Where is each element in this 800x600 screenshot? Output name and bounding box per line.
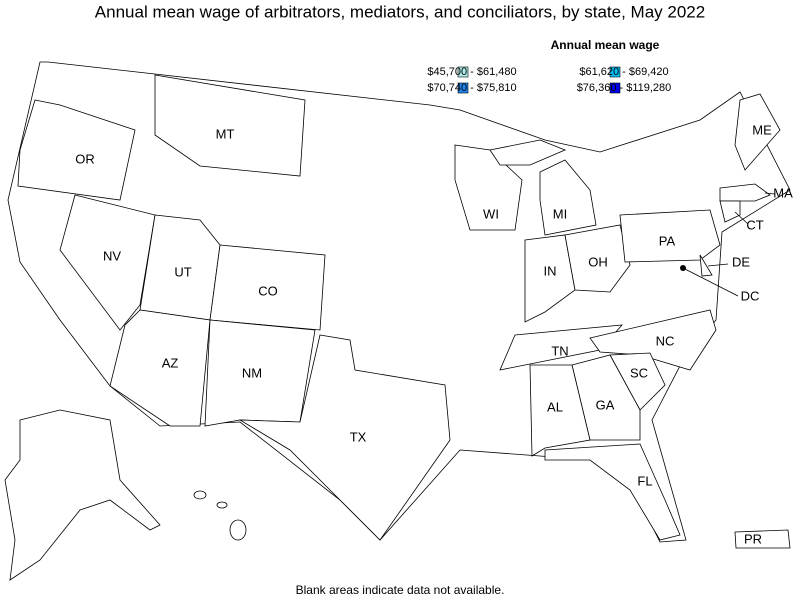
- state-label: IN: [544, 263, 557, 278]
- state: [524, 234, 576, 323]
- state-label: ME: [752, 122, 772, 137]
- state-label: PR: [744, 531, 762, 546]
- state: [719, 200, 741, 223]
- state-label: DE: [732, 254, 750, 269]
- state-label: TX: [350, 429, 367, 444]
- state-label: CO: [258, 283, 278, 298]
- leader-line: [682, 267, 739, 297]
- state-label: AL: [547, 399, 563, 414]
- hawaii: [216, 501, 228, 509]
- leader-line: [707, 263, 729, 267]
- states: [17, 74, 791, 549]
- state-labels: OR MT WI MI NV UT CO AZ NM TX IN OH PA T…: [75, 122, 793, 546]
- state-label: MT: [216, 126, 235, 141]
- state: [619, 209, 721, 263]
- state: [734, 529, 791, 549]
- state-label: UT: [174, 264, 191, 279]
- footnote: Blank areas indicate data not available.: [296, 583, 505, 597]
- hawaii: [193, 490, 207, 500]
- state-label: OH: [588, 254, 608, 269]
- state: [719, 183, 771, 202]
- state-label: OR: [75, 151, 95, 166]
- state: [699, 254, 713, 277]
- state-label: SC: [630, 365, 648, 380]
- hawaii: [229, 519, 247, 541]
- state-label: FL: [637, 473, 652, 488]
- state: [109, 309, 211, 427]
- leader-line: [764, 192, 776, 195]
- state-label: NM: [242, 365, 262, 380]
- legend-title: Annual mean wage: [551, 38, 660, 52]
- state: [544, 443, 681, 541]
- state: [489, 139, 597, 236]
- state-label: DC: [741, 288, 760, 303]
- state: [589, 309, 717, 371]
- state-label: WI: [483, 206, 499, 221]
- legend-swatch: [457, 82, 469, 94]
- state-label: GA: [596, 397, 615, 412]
- leaders: [682, 192, 776, 297]
- state: [17, 99, 136, 201]
- state: [564, 224, 631, 293]
- legend-swatch: [609, 82, 621, 94]
- state-label: NV: [103, 248, 121, 263]
- state-label: MI: [553, 206, 567, 221]
- state: [238, 334, 451, 541]
- state-label: MA: [773, 185, 793, 200]
- state-label: PA: [659, 233, 676, 248]
- legend-swatch: [457, 66, 469, 78]
- legend-label: $76,360 - $119,280: [577, 82, 672, 94]
- legend-label: $45,700 - $61,480: [427, 66, 516, 78]
- alaska: [4, 409, 161, 581]
- state: [59, 194, 156, 331]
- legend-label: $61,620 - $69,420: [579, 66, 668, 78]
- leader-line: [734, 211, 749, 225]
- legend-label: $70,740 - $75,810: [427, 82, 516, 94]
- title: Annual mean wage of arbitrators, mediato…: [95, 2, 705, 21]
- legend-swatch: [609, 66, 621, 78]
- state-label: NC: [656, 333, 675, 348]
- state-label: TN: [551, 343, 568, 358]
- state: [529, 364, 591, 457]
- state: [209, 244, 326, 331]
- state: [154, 74, 306, 177]
- state: [734, 93, 781, 171]
- state-label: AZ: [162, 355, 179, 370]
- state-label: CT: [746, 217, 763, 232]
- legend: $45,700 - $61,480 $61,620 - $69,420 $70,74…: [427, 66, 671, 94]
